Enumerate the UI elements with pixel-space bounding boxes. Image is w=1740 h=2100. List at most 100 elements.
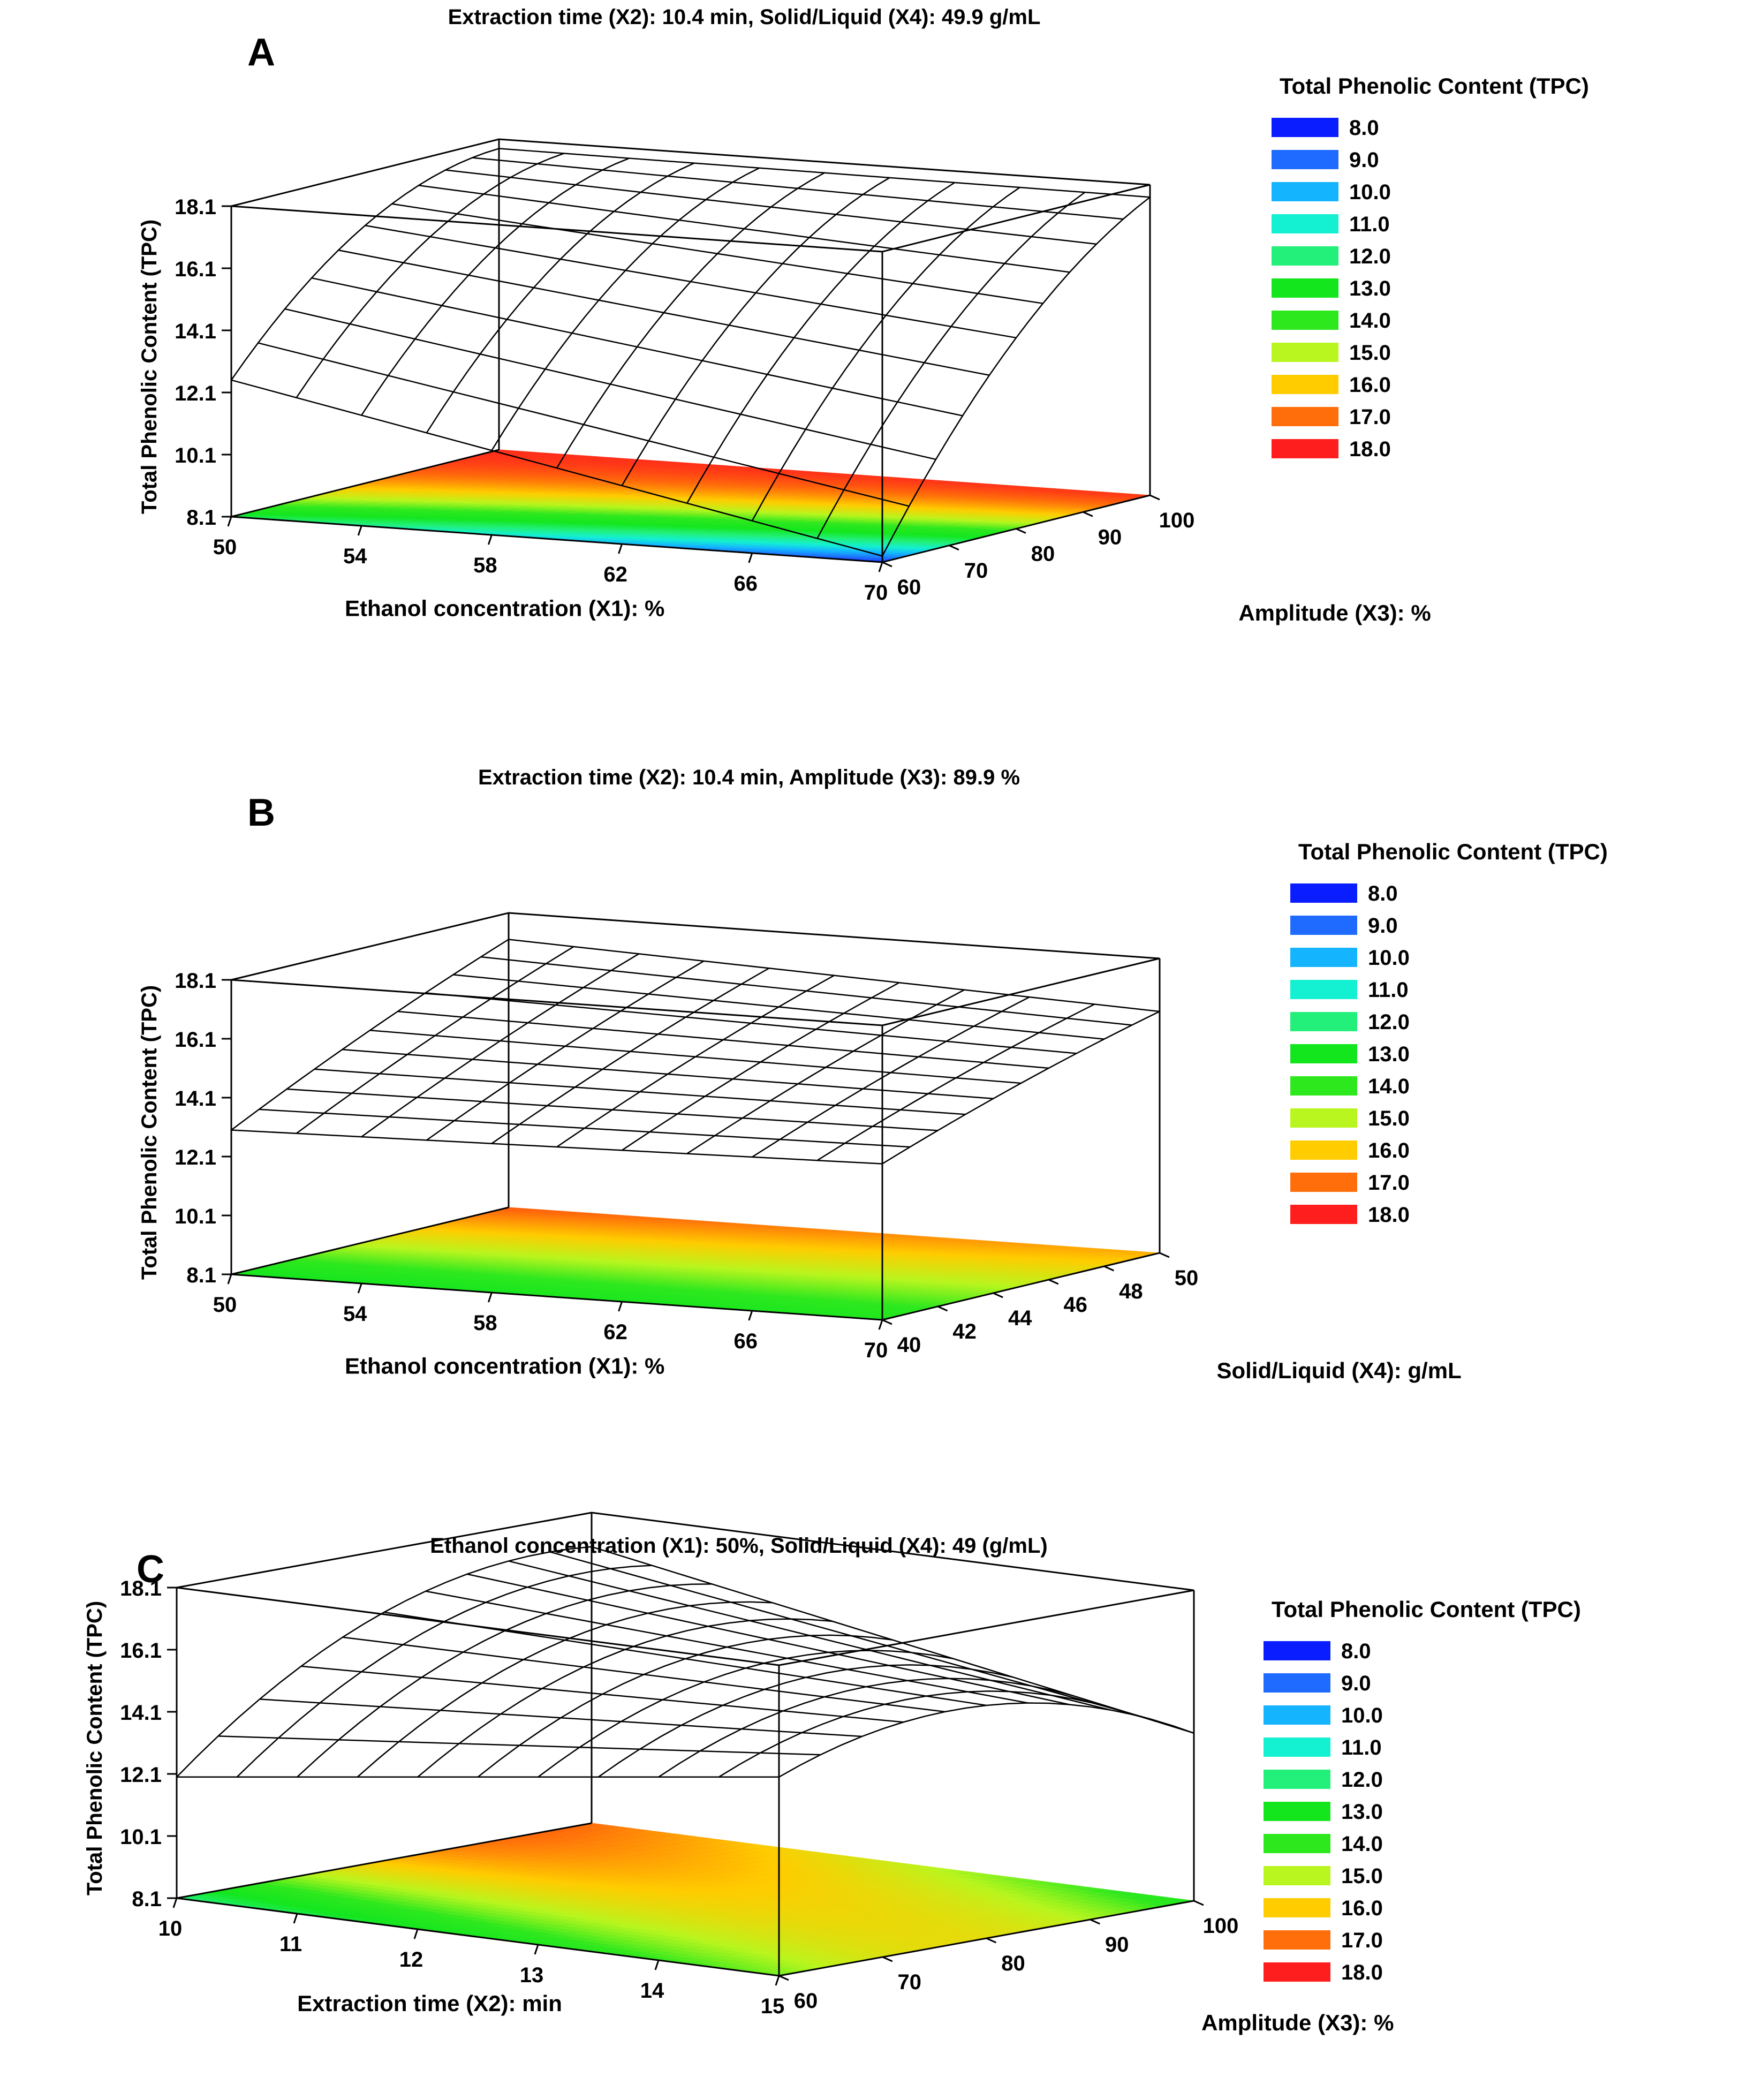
surface-line-y xyxy=(365,224,1017,339)
x-tick-label: 62 xyxy=(603,1320,627,1344)
z-tick-label: 12.1 xyxy=(175,382,216,405)
x-tick xyxy=(878,1319,883,1330)
chart-panel-b: Extraction time (X2): 10.4 min, Amplitud… xyxy=(138,766,1608,1383)
y-tick xyxy=(1083,511,1093,517)
z-tick-label: 14.1 xyxy=(175,1087,216,1111)
surface-line-x xyxy=(296,153,565,398)
x-tick-label: 50 xyxy=(213,1293,237,1317)
legend-title: Total Phenolic Content (TPC) xyxy=(1298,839,1608,864)
legend: Total Phenolic Content (TPC)8.09.010.011… xyxy=(1272,73,1589,461)
x-tick-label: 62 xyxy=(603,563,627,586)
y-tick-label: 50 xyxy=(1175,1266,1199,1290)
legend-label: 10.0 xyxy=(1349,180,1391,204)
z-tick-label: 12.1 xyxy=(175,1146,216,1169)
legend-swatch xyxy=(1272,246,1338,266)
bounding-box xyxy=(230,912,1161,1321)
legend-label: 13.0 xyxy=(1368,1043,1410,1066)
y-tick xyxy=(882,1319,892,1325)
legend-label: 15.0 xyxy=(1349,341,1391,365)
bounding-box xyxy=(230,138,1151,563)
y-tick xyxy=(1016,528,1026,534)
z-tick-label: 10.1 xyxy=(175,1205,216,1228)
surface-line-y xyxy=(425,992,1077,1054)
legend-title: Total Phenolic Content (TPC) xyxy=(1280,73,1589,99)
chart-panel-c: Ethanol concentration (X1): 50%, Solid/L… xyxy=(83,1512,1581,2035)
y-tick xyxy=(1159,1252,1170,1258)
x-tick xyxy=(748,1310,753,1321)
surface-line-x xyxy=(816,192,1086,539)
legend-swatch xyxy=(1290,1108,1357,1128)
legend-swatch xyxy=(1290,883,1357,903)
legend-label: 12.0 xyxy=(1349,245,1391,268)
response-surface xyxy=(230,148,1151,557)
y-tick-label: 70 xyxy=(964,559,988,583)
surface-line-x xyxy=(621,982,900,1151)
surface-line-x xyxy=(230,148,500,381)
y-tick-label: 48 xyxy=(1119,1280,1143,1303)
legend-swatch xyxy=(1290,1173,1357,1192)
y-tick-label: 42 xyxy=(952,1320,977,1343)
x-tick xyxy=(357,525,362,536)
z-tick-label: 18.1 xyxy=(175,195,216,219)
x-axis-label: Ethanol concentration (X1): % xyxy=(345,1354,664,1379)
legend-label: 8.0 xyxy=(1368,882,1398,905)
y-tick-label: 40 xyxy=(897,1333,921,1357)
x-tick-label: 58 xyxy=(473,554,497,577)
x-tick xyxy=(487,1292,493,1303)
x-tick xyxy=(227,516,232,527)
y-tick xyxy=(1048,1279,1059,1285)
legend-swatch xyxy=(1290,980,1357,999)
x-axis-label: Ethanol concentration (X1): % xyxy=(345,596,664,621)
z-tick-label: 14.1 xyxy=(175,320,216,343)
legend-swatch xyxy=(1290,1076,1357,1096)
x-tick-label: 54 xyxy=(343,545,367,568)
x-tick xyxy=(618,1301,623,1312)
surface-line-y xyxy=(445,169,1097,245)
surface-line-x xyxy=(491,167,760,451)
panel-label: B xyxy=(247,791,275,834)
surface-line-x xyxy=(751,187,1020,522)
floor-contour xyxy=(176,1823,1194,1976)
legend-label: 9.0 xyxy=(1368,914,1398,938)
surface-line-x xyxy=(686,182,955,504)
z-tick-label: 8.1 xyxy=(186,506,216,530)
surface-line-y xyxy=(418,184,1070,273)
z-axis-label: Total Phenolic Content (TPC) xyxy=(138,985,161,1280)
surface-line-x xyxy=(296,946,574,1134)
x-tick-label: 66 xyxy=(734,1330,758,1353)
response-surface xyxy=(231,939,1160,1165)
y-tick-label: 46 xyxy=(1064,1293,1088,1317)
box-bottom-edges xyxy=(231,1206,1160,1321)
y-tick xyxy=(949,545,959,551)
surface-line-x xyxy=(752,996,1030,1158)
x-tick xyxy=(878,562,883,572)
legend-swatch xyxy=(1290,948,1357,967)
floor-contour xyxy=(231,1207,1160,1320)
legend-label: 8.0 xyxy=(1349,116,1379,140)
legend-label: 11.0 xyxy=(1368,978,1409,1002)
y-tick xyxy=(937,1305,948,1312)
z-tick-label: 16.1 xyxy=(175,258,216,281)
z-tick-label: 18.1 xyxy=(175,969,216,993)
y-tick xyxy=(882,561,892,568)
surface-line-x xyxy=(881,197,1151,556)
legend-label: 13.0 xyxy=(1349,277,1391,300)
legend-swatch xyxy=(1272,278,1338,298)
panel-label: C xyxy=(137,1548,164,1591)
legend-swatch xyxy=(1272,214,1338,233)
legend-label: 18.0 xyxy=(1349,437,1391,461)
surface-line-x xyxy=(882,1010,1160,1165)
surface-line-y xyxy=(391,203,1043,304)
surface-line-y xyxy=(453,974,1104,1040)
legend-label: 17.0 xyxy=(1349,405,1391,429)
box-top-face xyxy=(231,912,1160,1026)
surface-line-x xyxy=(621,177,890,486)
chart-title: Extraction time (X2): 10.4 min, Amplitud… xyxy=(478,766,1020,789)
legend-label: 11.0 xyxy=(1349,213,1390,236)
x-tick xyxy=(487,534,493,545)
y-tick xyxy=(993,1292,1003,1298)
surface-line-x xyxy=(816,1003,1095,1161)
legend-label: 17.0 xyxy=(1368,1171,1410,1195)
legend-swatch xyxy=(1290,1012,1357,1031)
